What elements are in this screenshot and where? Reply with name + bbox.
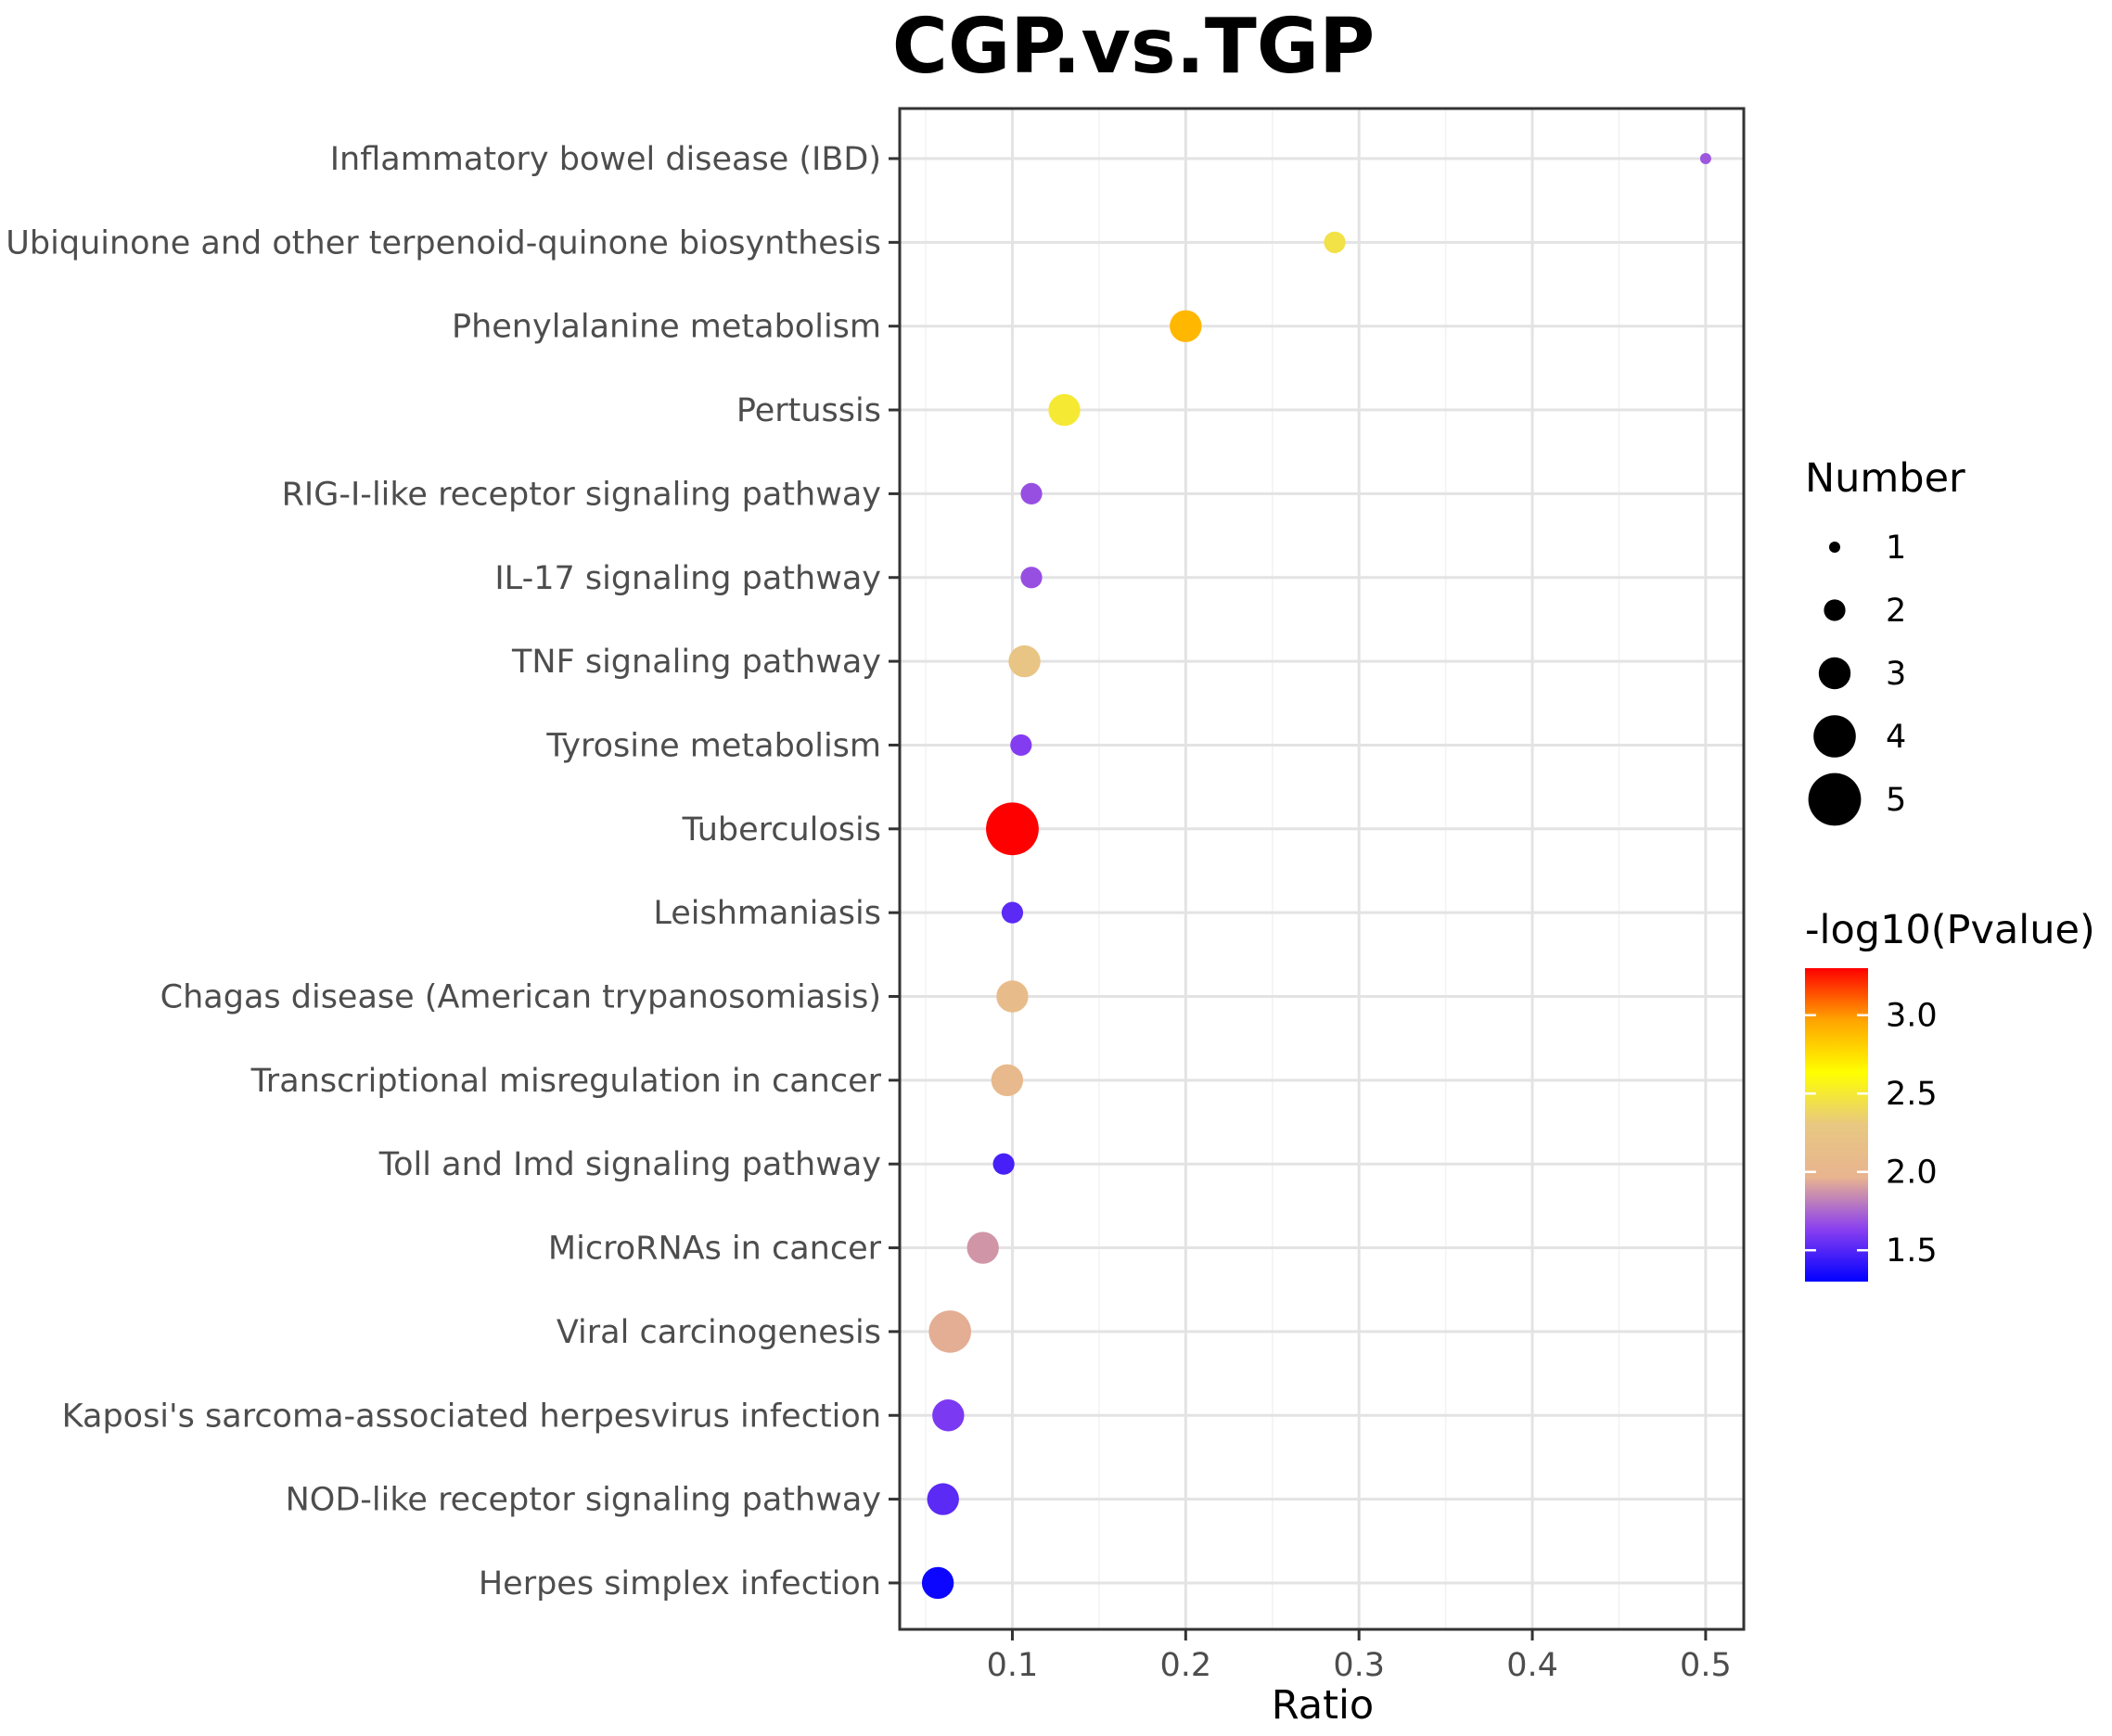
x-axis-ticks: 0.1 0.2 0.3 0.4 0.5 [987, 1629, 1732, 1684]
data-point [986, 802, 1039, 856]
y-axis-label: NOD-like receptor signaling pathway [286, 1482, 881, 1519]
x-tick-label: 0.4 [1506, 1647, 1558, 1684]
color-legend: -log10(Pvalue) 1.5 2.0 2.5 3.0 [1805, 907, 2095, 1282]
data-point [921, 1566, 954, 1600]
x-tick-label: 0.3 [1333, 1647, 1385, 1684]
data-point [992, 1153, 1015, 1175]
data-point [1020, 482, 1043, 505]
size-legend-label: 4 [1886, 719, 1906, 756]
plot-frame [898, 107, 1746, 1631]
size-legend-label: 2 [1886, 593, 1906, 630]
y-axis-label: Kaposi's sarcoma-associated herpesvirus … [62, 1398, 881, 1435]
color-legend-tick-label: 3.0 [1886, 998, 1938, 1035]
y-axis-label: Pertussis [736, 392, 881, 429]
size-legend-dot [1813, 715, 1856, 758]
data-point [1324, 231, 1346, 253]
data-point [927, 1483, 959, 1515]
size-legend-label: 1 [1886, 530, 1906, 567]
size-legend-title: Number [1805, 455, 1965, 502]
data-point [928, 1310, 971, 1353]
plot-panel [900, 108, 1744, 1629]
color-legend-tick-label: 1.5 [1886, 1232, 1938, 1270]
x-tick-label: 0.2 [1159, 1647, 1211, 1684]
size-legend-dot [1818, 657, 1851, 690]
size-legend-dot [1808, 772, 1862, 826]
y-axis-label: Herpes simplex infection [479, 1565, 881, 1602]
color-legend-tick-label: 2.5 [1886, 1076, 1938, 1113]
x-tick-label: 0.5 [1680, 1647, 1732, 1684]
x-tick-label: 0.1 [987, 1647, 1039, 1684]
data-point [1008, 645, 1041, 678]
data-point [1048, 393, 1081, 427]
size-legend-label: 3 [1886, 656, 1906, 693]
y-axis-label: RIG-I-like receptor signaling pathway [282, 476, 881, 513]
data-point [1170, 310, 1202, 342]
y-axis-label: Chagas disease (American trypanosomiasis… [160, 979, 881, 1016]
y-axis-label: Inflammatory bowel disease (IBD) [330, 141, 881, 178]
y-axis-label: Transcriptional misregulation in cancer [250, 1063, 882, 1100]
color-legend-title: -log10(Pvalue) [1805, 907, 2095, 953]
x-axis-title: Ratio [1272, 1682, 1374, 1729]
color-legend-tick-label: 2.0 [1886, 1155, 1938, 1192]
y-axis-label: Ubiquinone and other terpenoid-quinone b… [6, 224, 881, 262]
y-axis-label: Leishmaniasis [653, 895, 881, 932]
y-axis-label: Tyrosine metabolism [545, 727, 881, 764]
grid-lines [900, 108, 1744, 1629]
size-legend-dot [1829, 542, 1840, 553]
chart-title: CGP.vs.TGP [892, 3, 1375, 91]
data-point [1699, 153, 1711, 164]
data-point [1001, 901, 1024, 924]
y-axis-label: Phenylalanine metabolism [452, 309, 881, 346]
y-axis-label: MicroRNAs in cancer [548, 1231, 882, 1268]
color-legend-bar [1805, 968, 1868, 1282]
y-axis-label: TNF signaling pathway [511, 644, 881, 681]
data-point [991, 1064, 1024, 1097]
data-point [966, 1232, 999, 1264]
size-legend-dot [1824, 599, 1846, 621]
data-point [996, 980, 1029, 1013]
y-axis-label: Toll and Imd signaling pathway [378, 1146, 881, 1183]
y-axis-label: Viral carcinogenesis [557, 1314, 881, 1351]
y-axis-label: IL-17 signaling pathway [494, 560, 881, 597]
data-point [932, 1399, 965, 1432]
y-axis-label: Tuberculosis [682, 811, 881, 849]
data-point [1010, 734, 1032, 757]
data-points [921, 153, 1711, 1600]
y-axis-labels: Inflammatory bowel disease (IBD) Ubiquino… [6, 141, 900, 1602]
data-point [1020, 567, 1043, 589]
size-legend-label: 5 [1886, 782, 1906, 819]
size-legend: Number 1 2 3 4 5 [1805, 455, 1965, 826]
